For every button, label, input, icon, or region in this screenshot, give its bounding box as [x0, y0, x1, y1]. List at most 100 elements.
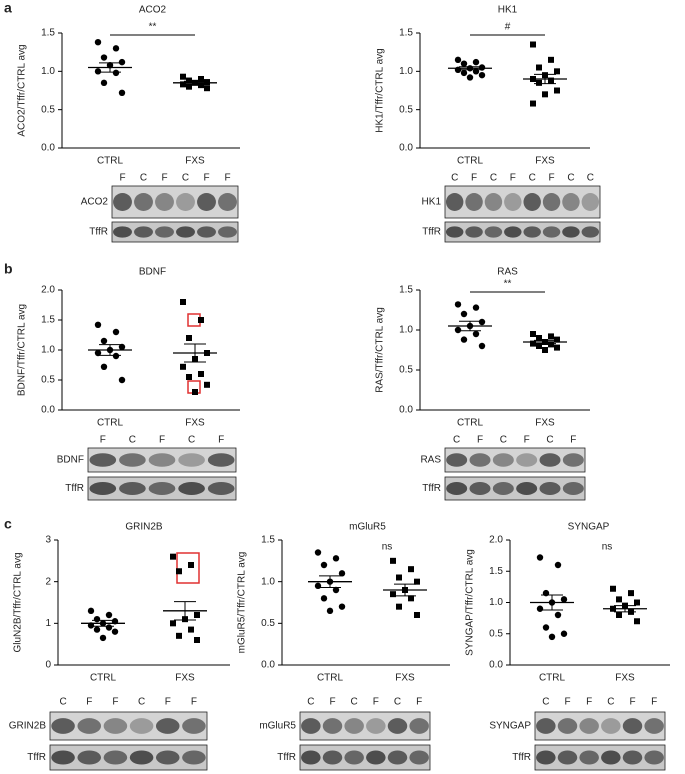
lane-label: C	[453, 435, 460, 446]
blot-band	[218, 193, 237, 211]
data-point	[118, 58, 126, 66]
y-axis-label: RAS/Tffr/CTRL avg	[375, 307, 386, 393]
data-point	[414, 578, 420, 585]
lane-label: F	[203, 173, 209, 184]
blot-band	[469, 453, 491, 467]
blot-band	[446, 453, 468, 467]
data-point	[192, 389, 198, 395]
data-point	[198, 317, 204, 323]
blot-band	[51, 718, 75, 734]
blot-background	[299, 711, 431, 741]
significance-label: **	[149, 22, 157, 33]
blot-band	[387, 750, 408, 765]
data-point	[194, 637, 200, 643]
data-point	[554, 611, 562, 619]
blot-band	[155, 718, 180, 734]
blot-band	[562, 453, 584, 467]
blot-band	[492, 482, 514, 495]
lane-label: F	[191, 697, 197, 708]
data-point	[610, 585, 616, 592]
data-point	[530, 100, 536, 107]
x-tick-label: FXS	[395, 673, 415, 684]
blot-band	[344, 718, 364, 734]
blot-background	[534, 744, 666, 771]
lane-label: F	[165, 697, 171, 708]
lane-label: F	[329, 697, 335, 708]
data-point	[170, 620, 176, 627]
panel-label: c	[4, 516, 12, 532]
x-tick-label: CTRL	[457, 156, 484, 167]
y-tick-label: 0.5	[41, 104, 55, 115]
blot-row-label: GRIN2B	[9, 721, 47, 732]
data-point	[628, 590, 634, 597]
lane-label: F	[86, 697, 92, 708]
highlight-box	[176, 552, 200, 584]
blot-band	[622, 718, 643, 734]
blot-band	[129, 718, 154, 734]
blot-band	[445, 193, 464, 211]
x-tick-label: FXS	[535, 156, 555, 167]
blot-band	[322, 718, 343, 734]
data-point	[548, 633, 556, 641]
blot-band	[536, 718, 556, 734]
significance-label: ns	[382, 542, 393, 553]
data-point	[194, 612, 200, 618]
data-point	[176, 568, 182, 575]
data-point	[478, 318, 486, 326]
y-axis-label: mGluR5/Tffr/CTRL avg	[237, 552, 248, 654]
data-point	[396, 574, 402, 581]
blot-band	[622, 750, 643, 765]
data-point	[118, 89, 126, 97]
data-point	[112, 328, 120, 336]
data-point	[554, 68, 560, 75]
y-tick-label: 0.5	[261, 618, 275, 629]
data-point	[390, 591, 396, 598]
blot-background	[49, 744, 208, 771]
lane-label: C	[307, 697, 314, 708]
blot-band	[536, 750, 556, 765]
data-point	[460, 336, 468, 343]
blot-band	[103, 750, 128, 765]
data-point	[554, 344, 560, 351]
lane-label: F	[477, 435, 483, 446]
data-point	[536, 79, 542, 86]
blot-band	[148, 453, 176, 467]
data-point	[94, 349, 102, 357]
data-point	[542, 347, 548, 353]
blot-band	[119, 453, 146, 467]
blot-band	[134, 226, 153, 238]
data-point	[326, 607, 334, 615]
panel-label: b	[4, 261, 13, 277]
lane-label: F	[524, 435, 530, 446]
y-tick-label: 0.0	[41, 143, 55, 154]
data-point	[338, 570, 346, 577]
y-tick-label: 1.0	[399, 66, 413, 77]
blot-band	[178, 482, 205, 495]
blot-band	[197, 226, 216, 238]
blot-band	[155, 226, 174, 238]
y-tick-label: 2.0	[489, 535, 503, 546]
data-point	[180, 73, 186, 80]
data-point	[94, 321, 102, 328]
y-tick-label: 3	[45, 535, 51, 546]
data-point	[536, 554, 544, 561]
blot-band	[51, 750, 75, 765]
lane-label: F	[549, 173, 555, 184]
data-point	[466, 74, 474, 81]
lane-label: C	[607, 697, 614, 708]
y-tick-label: 1.5	[41, 28, 55, 39]
blot-row-label: TffR	[89, 227, 108, 238]
y-tick-label: 1	[45, 618, 51, 629]
data-point	[112, 352, 120, 360]
blot-band	[557, 750, 578, 765]
data-point	[634, 618, 640, 625]
data-point	[105, 611, 113, 619]
blot-band	[562, 193, 580, 211]
data-point	[186, 374, 192, 380]
blot-band	[207, 482, 235, 495]
blot-band	[644, 718, 664, 734]
data-point	[100, 79, 108, 87]
blot-band	[469, 482, 491, 495]
data-point	[118, 343, 126, 351]
blot-band	[77, 750, 102, 765]
